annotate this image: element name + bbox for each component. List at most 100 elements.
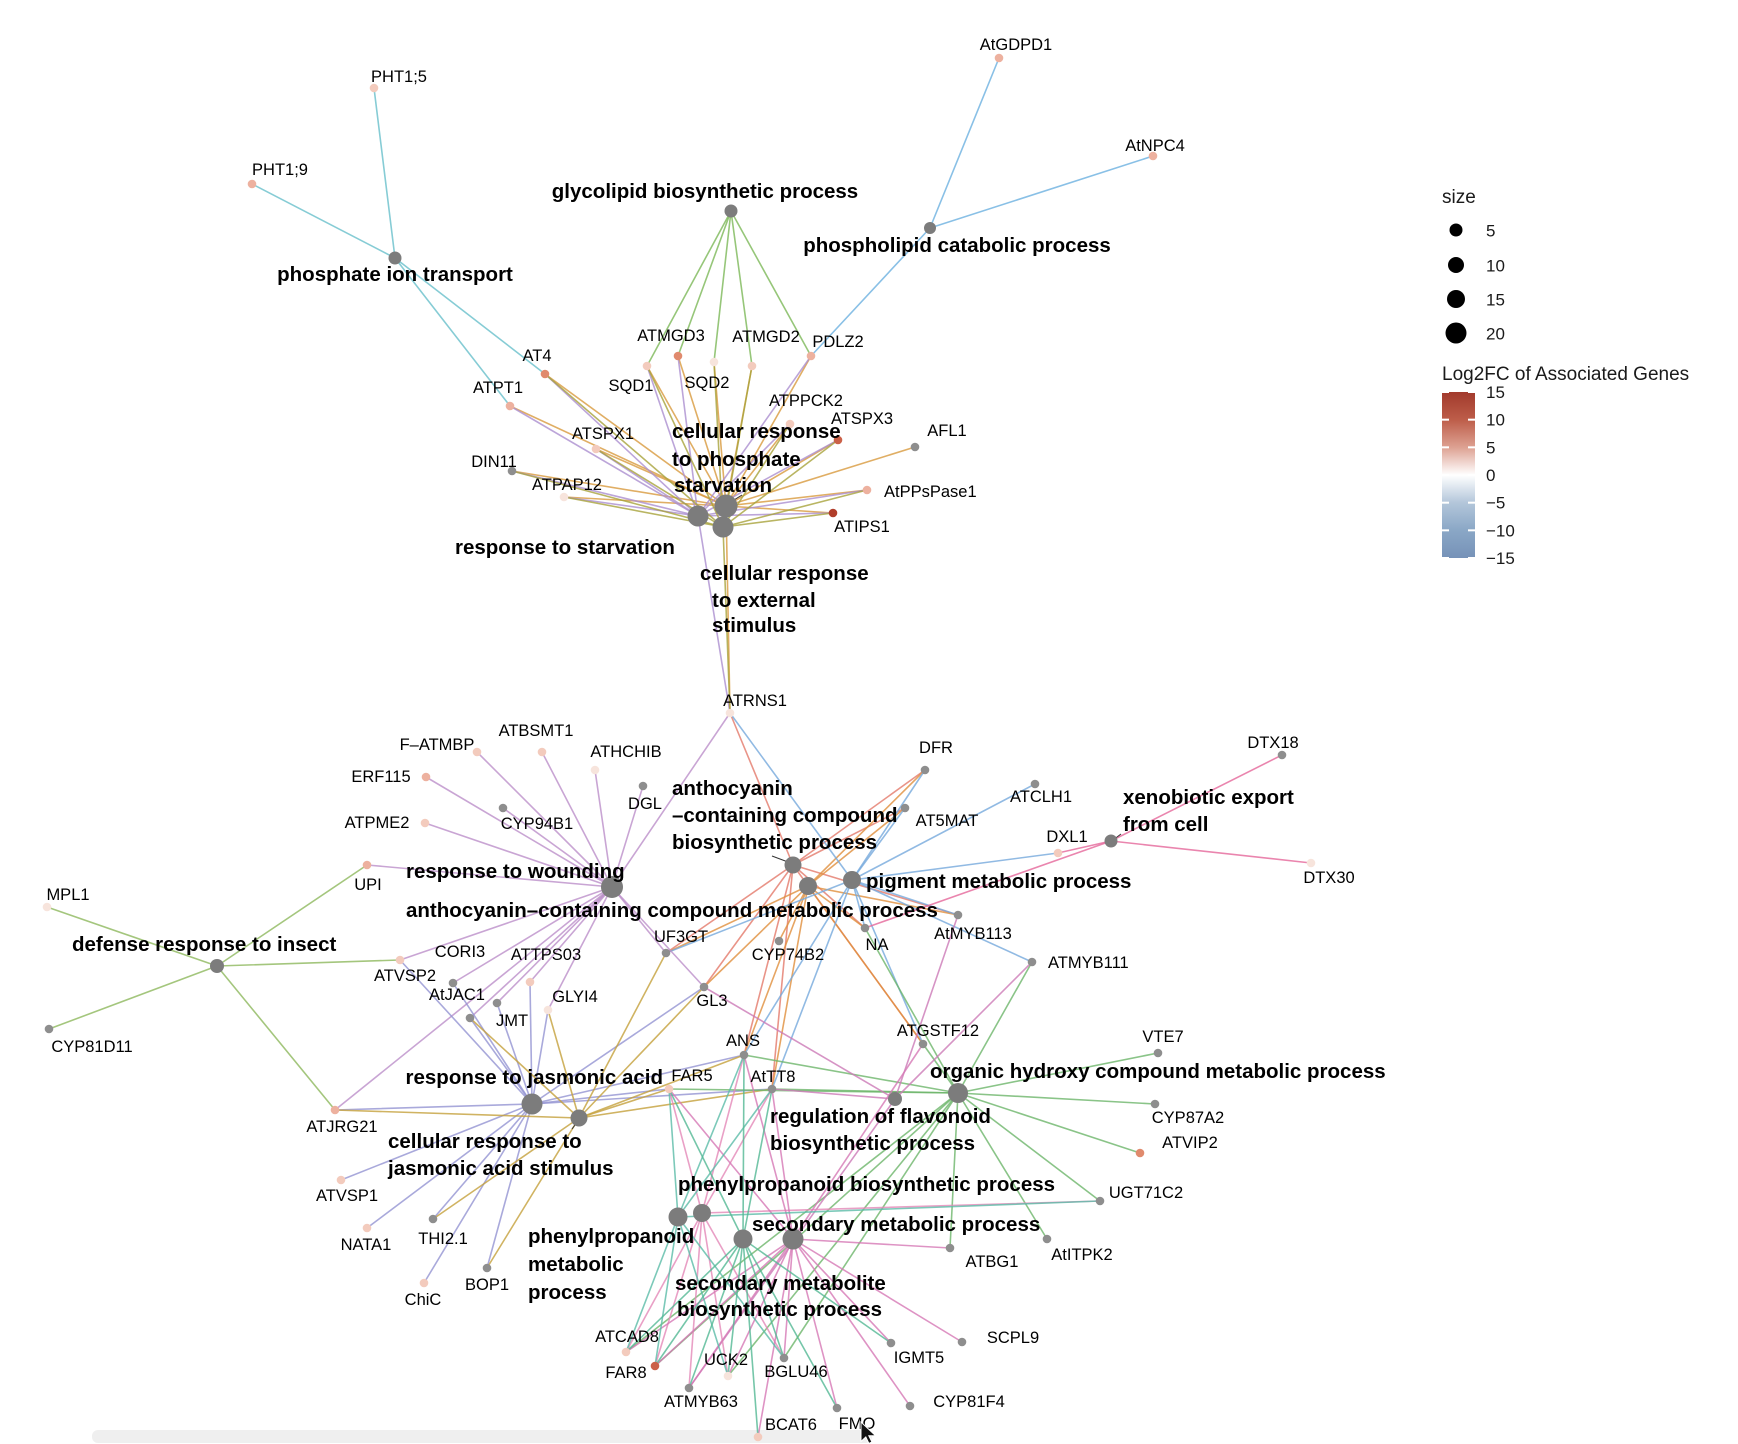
gene-node-VTE7[interactable] (1153, 1048, 1163, 1058)
gene-node-AtTT8[interactable] (767, 1084, 777, 1094)
gene-node-SQD1[interactable] (642, 361, 652, 371)
gene-node-UGT71C2[interactable] (1095, 1196, 1105, 1206)
category-node-c_cres[interactable] (712, 516, 734, 538)
gene-node-ERF115[interactable] (421, 772, 431, 782)
gene-node-ATPT1[interactable] (505, 401, 515, 411)
category-node-c_rja[interactable] (521, 1093, 543, 1115)
gene-node-ATTPS03[interactable] (525, 977, 535, 987)
gene-node-THI2.1[interactable] (428, 1214, 438, 1224)
gene-node-ATSPX1[interactable] (591, 444, 601, 454)
gene-node-IGMT5[interactable] (886, 1338, 896, 1348)
category-node-c_pmp[interactable] (843, 871, 861, 889)
gene-node-FAR5[interactable] (664, 1084, 674, 1094)
category-node-c_smp[interactable] (782, 1228, 804, 1250)
gene-node-BOP1[interactable] (482, 1263, 492, 1273)
gene-node-GL3[interactable] (699, 982, 709, 992)
gene-node-ATPAP12[interactable] (559, 492, 569, 502)
bottom-scrollbar-track[interactable] (92, 1430, 872, 1443)
category-node-c_smb[interactable] (733, 1229, 753, 1249)
gene-node-ATVIP2[interactable] (1135, 1148, 1145, 1158)
category-node-c_acmp[interactable] (799, 877, 817, 895)
gene-node-DXL1[interactable] (1053, 848, 1063, 858)
gene-node-GLYI4[interactable] (543, 1005, 553, 1015)
gene-node-AtGDPD1[interactable] (994, 53, 1004, 63)
gene-node-BCAT6[interactable] (753, 1432, 763, 1442)
gene-node-JMT[interactable] (465, 1013, 475, 1023)
gene-node-ATMGD2[interactable] (747, 361, 757, 371)
category-node-c_rfb[interactable] (888, 1092, 902, 1106)
gene-node-ATBG1[interactable] (945, 1243, 955, 1253)
category-node-c_rw[interactable] (601, 876, 623, 898)
category-node-c_crps[interactable] (714, 494, 738, 518)
gene-node-ATMYB63[interactable] (684, 1383, 694, 1393)
gene-node-CYP74B2[interactable] (774, 936, 784, 946)
category-node-c_xec[interactable] (1104, 834, 1118, 848)
gene-node-FMO[interactable] (832, 1403, 842, 1413)
gene-node-ATBSMT1[interactable] (537, 747, 547, 757)
gene-node-DTX18[interactable] (1277, 750, 1287, 760)
gene-node-DGL[interactable] (638, 781, 648, 791)
edge-c_rw-JMT (469, 886, 613, 1019)
category-node-c_rs[interactable] (687, 505, 709, 527)
gene-node-ATJRG21[interactable] (330, 1105, 340, 1115)
gene-node-DTX30[interactable] (1306, 858, 1316, 868)
gene-node-CYP81F4[interactable] (905, 1401, 915, 1411)
gene-node-BGLU46[interactable] (779, 1353, 789, 1363)
gene-node-UPI[interactable] (362, 860, 372, 870)
gene-node-NA[interactable] (860, 923, 870, 933)
gene-node-MPL1[interactable] (42, 902, 52, 912)
gene-node-UCK2[interactable] (723, 1371, 733, 1381)
gene-node-CYP81D11[interactable] (44, 1024, 54, 1034)
gene-node-AtITPK2[interactable] (1042, 1234, 1052, 1244)
gene-node-AtNPC4[interactable] (1148, 151, 1158, 161)
gene-node-SQD2[interactable] (709, 357, 719, 367)
gene-node-ChiC[interactable] (419, 1278, 429, 1288)
gene-node-ATPPCK2[interactable] (785, 419, 795, 429)
edge-c_ohc-UCK2 (727, 1092, 959, 1377)
gene-node-CYP87A2[interactable] (1150, 1099, 1160, 1109)
edge-c_acbp-AT5MAT (792, 807, 906, 866)
gene-node-ATCAD8[interactable] (621, 1347, 631, 1357)
gene-node-AT5MAT[interactable] (900, 803, 910, 813)
category-node-c_crja[interactable] (570, 1109, 588, 1127)
category-node-c_ohc[interactable] (948, 1083, 968, 1103)
gene-node-ATHCHIB[interactable] (590, 765, 600, 775)
gene-node-DFR[interactable] (920, 765, 930, 775)
gene-node-F–ATMBP[interactable] (472, 747, 482, 757)
gene-node-ATMGD3[interactable] (673, 351, 683, 361)
category-label-c_xec: xenobiotic export (1123, 786, 1294, 809)
gene-node-SCPL9[interactable] (957, 1337, 967, 1347)
gene-node-ATIPS1[interactable] (828, 508, 838, 518)
gene-node-AtPPsPase1[interactable] (862, 485, 872, 495)
category-node-c_pmet[interactable] (668, 1207, 688, 1227)
gene-node-ATMYB111[interactable] (1027, 957, 1037, 967)
gene-node-NATA1[interactable] (362, 1223, 372, 1233)
gene-node-ATVSP1[interactable] (336, 1175, 346, 1185)
gene-node-AtMYB113[interactable] (953, 910, 963, 920)
gene-node-FAR8[interactable] (650, 1361, 660, 1371)
category-node-c_ppb[interactable] (693, 1204, 711, 1222)
gene-node-DIN11[interactable] (507, 466, 517, 476)
category-node-c_gly[interactable] (724, 204, 738, 218)
gene-node-UF3GT[interactable] (661, 948, 671, 958)
category-node-c_dri[interactable] (210, 959, 224, 973)
gene-node-ANS[interactable] (739, 1050, 749, 1060)
category-node-c_acbp[interactable] (784, 856, 802, 874)
gene-node-AT4[interactable] (540, 369, 550, 379)
gene-node-ATRNS1[interactable] (725, 708, 735, 718)
gene-node-ATCLH1[interactable] (1030, 779, 1040, 789)
gene-node-ATPME2[interactable] (420, 818, 430, 828)
category-node-c_pit[interactable] (388, 251, 402, 265)
gene-node-AFL1[interactable] (910, 442, 920, 452)
gene-node-AtJAC1[interactable] (492, 998, 502, 1008)
gene-node-PHT1;9[interactable] (247, 179, 257, 189)
category-node-c_pho[interactable] (924, 222, 936, 234)
gene-node-PHT1;5[interactable] (369, 83, 379, 93)
gene-node-ATGSTF12[interactable] (918, 1039, 928, 1049)
gene-node-ATVSP2[interactable] (395, 955, 405, 965)
gene-node-ATSPX3[interactable] (833, 435, 843, 445)
gene-node-CORI3[interactable] (448, 978, 458, 988)
gene-node-PDLZ2[interactable] (806, 351, 816, 361)
gene-node-CYP94B1[interactable] (498, 803, 508, 813)
